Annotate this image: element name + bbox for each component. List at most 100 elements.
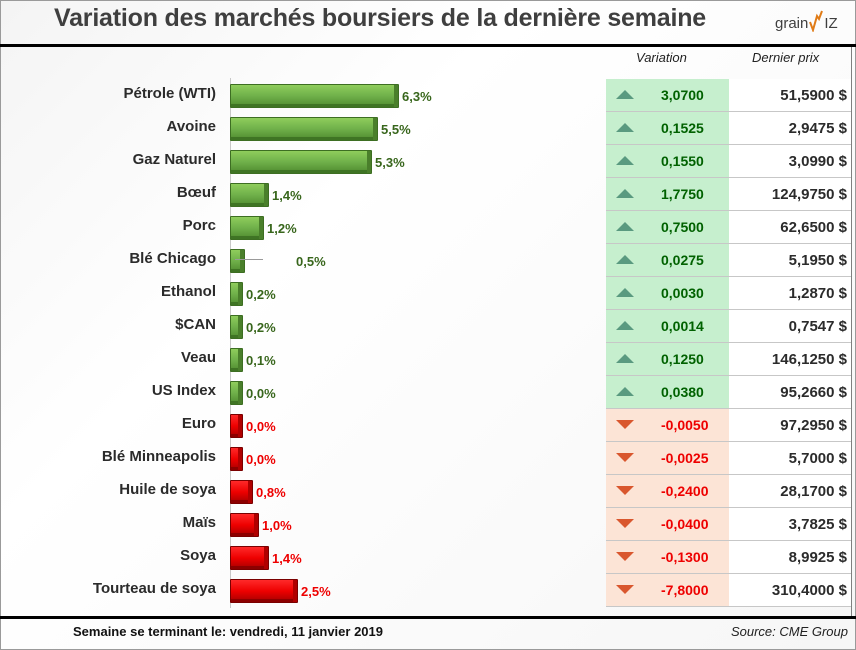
price-value: 62,6500 $: [780, 219, 847, 236]
category-label: Pétrole (WTI): [123, 85, 217, 102]
triangle-down-icon: [616, 585, 634, 594]
price-value: 95,2660 $: [780, 384, 847, 401]
price-value: 97,2950 $: [780, 417, 847, 434]
price-cell: 97,2950 $: [729, 409, 851, 442]
data-label: 0,2%: [246, 320, 276, 335]
label-leader-line: [235, 259, 263, 260]
triangle-down-icon: [616, 420, 634, 429]
price-cell: 2,9475 $: [729, 112, 851, 145]
price-cell: 95,2660 $: [729, 376, 851, 409]
category-label: Avoine: [166, 118, 216, 135]
data-label: 1,0%: [262, 518, 292, 533]
logo-text-left: Grain: [775, 15, 809, 32]
footer-divider: [0, 616, 856, 619]
category-label: Porc: [182, 217, 216, 234]
price-value: 1,2870 $: [788, 285, 847, 302]
price-value: 3,0990 $: [788, 153, 847, 170]
variation-cell: 0,0275: [606, 244, 729, 277]
price-cell: 3,0990 $: [729, 145, 851, 178]
data-label: 6,3%: [402, 89, 432, 104]
price-cell: 8,9925 $: [729, 541, 851, 574]
price-cell: 146,1250 $: [729, 343, 851, 376]
category-label: Blé Chicago: [129, 250, 216, 267]
data-label: 1,4%: [272, 188, 302, 203]
variation-value: 0,0275: [661, 252, 704, 268]
triangle-up-icon: [616, 321, 634, 330]
category-label: Euro: [181, 415, 216, 432]
bar-down: [230, 447, 243, 471]
data-label: 0,8%: [256, 485, 286, 500]
data-label: 5,5%: [381, 122, 411, 137]
category-label: Veau: [180, 349, 216, 366]
variation-cell: -0,2400: [606, 475, 729, 508]
data-label: 0,1%: [246, 353, 276, 368]
category-label: Huile de soya: [119, 481, 216, 498]
category-label: Bœuf: [176, 184, 216, 201]
bar-down: [230, 480, 253, 504]
data-label: 0,2%: [246, 287, 276, 302]
variation-cell: -7,8000: [606, 574, 729, 607]
triangle-up-icon: [616, 354, 634, 363]
price-value: 51,5900 $: [780, 87, 847, 104]
variation-value: 0,0380: [661, 384, 704, 400]
price-value: 3,7825 $: [788, 516, 847, 533]
variation-cell: 0,1550: [606, 145, 729, 178]
bar-axis-baseline: [230, 78, 231, 608]
data-label: 5,3%: [375, 155, 405, 170]
variation-cell: 1,7750: [606, 178, 729, 211]
variation-cell: 0,0030: [606, 277, 729, 310]
bar-down: [230, 546, 269, 570]
bar-up: [230, 381, 243, 405]
bar-up: [230, 282, 243, 306]
data-label: 2,5%: [301, 584, 331, 599]
price-cell: 3,7825 $: [729, 508, 851, 541]
price-value: 124,9750 $: [771, 186, 847, 203]
price-cell: 1,2870 $: [729, 277, 851, 310]
price-cell: 51,5900 $: [729, 79, 851, 112]
price-value: 310,4000 $: [771, 582, 847, 599]
variation-value: 0,1525: [661, 120, 704, 136]
price-value: 0,7547 $: [788, 318, 847, 335]
price-value: 2,9475 $: [788, 120, 847, 137]
variation-value: -0,0400: [661, 516, 709, 532]
triangle-down-icon: [616, 519, 634, 528]
week-ending-label: Semaine se terminant le: vendredi, 11 ja…: [73, 624, 383, 639]
category-label: Ethanol: [161, 283, 216, 300]
variation-cell: 0,1525: [606, 112, 729, 145]
price-cell: 0,7547 $: [729, 310, 851, 343]
bar-up: [230, 216, 264, 240]
triangle-up-icon: [616, 288, 634, 297]
price-value: 8,9925 $: [788, 549, 847, 566]
price-cell: 5,1950 $: [729, 244, 851, 277]
variation-value: 0,0030: [661, 285, 704, 301]
source-label: Source: CME Group: [730, 624, 848, 639]
grainwiz-logo: Grain IZ: [775, 10, 838, 34]
data-label: 1,2%: [267, 221, 297, 236]
variation-value: -7,8000: [661, 582, 709, 598]
variation-value: 0,1550: [661, 153, 704, 169]
bar-up: [230, 315, 243, 339]
triangle-up-icon: [616, 90, 634, 99]
data-label: 1,4%: [272, 551, 302, 566]
variation-cell: -0,1300: [606, 541, 729, 574]
category-label: Maïs: [182, 514, 216, 531]
bar-up: [230, 249, 245, 273]
variation-value: 0,7500: [661, 219, 704, 235]
bar-up: [230, 84, 399, 108]
logo-spark-icon: [809, 10, 824, 34]
data-label: 0,0%: [246, 452, 276, 467]
variation-value: 1,7750: [661, 186, 704, 202]
variation-cell: 0,0380: [606, 376, 729, 409]
price-cell: 28,1700 $: [729, 475, 851, 508]
price-cell: 310,4000 $: [729, 574, 851, 607]
variation-cell: -0,0400: [606, 508, 729, 541]
variation-cell: 3,0700: [606, 79, 729, 112]
bar-down: [230, 513, 259, 537]
price-value: 28,1700 $: [780, 483, 847, 500]
price-value: 5,1950 $: [788, 252, 847, 269]
triangle-down-icon: [616, 552, 634, 561]
header-price: Dernier prix: [752, 50, 820, 65]
header-variation: Variation: [636, 50, 687, 65]
page-title: Variation des marchés boursiers de la de…: [53, 4, 706, 32]
variation-value: 0,1250: [661, 351, 704, 367]
